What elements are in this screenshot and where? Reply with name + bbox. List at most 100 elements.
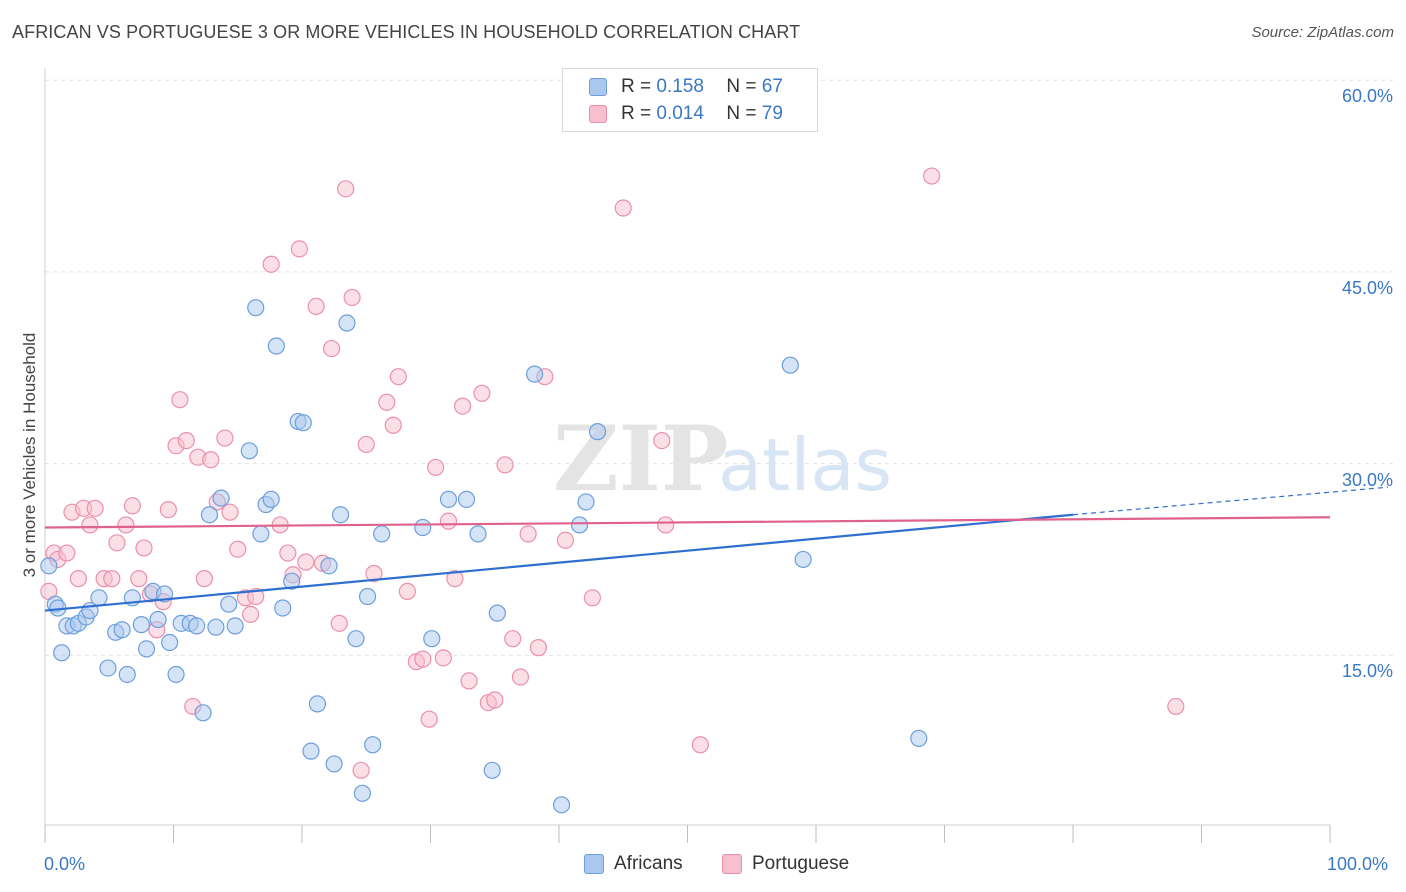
portuguese-point bbox=[337, 180, 355, 198]
africans-point bbox=[325, 755, 343, 773]
portuguese-point bbox=[108, 534, 126, 552]
portuguese-point bbox=[159, 501, 177, 519]
africans-point bbox=[794, 550, 812, 569]
africans-point bbox=[358, 587, 377, 606]
portuguese-point bbox=[691, 736, 709, 754]
portuguese-point bbox=[352, 761, 370, 779]
watermark-atlas: atlas bbox=[718, 423, 892, 507]
portuguese-point bbox=[1167, 697, 1185, 716]
africans-point bbox=[457, 490, 476, 508]
africans-point bbox=[137, 640, 156, 658]
portuguese-point bbox=[202, 451, 220, 469]
legend-row-portuguese: R = 0.014 N = 79 bbox=[589, 102, 783, 126]
watermark: ZIP atlas bbox=[553, 406, 892, 512]
africans-trend-line bbox=[44, 513, 1074, 612]
y-tick-label: 15.0% bbox=[1341, 661, 1393, 682]
africans-point bbox=[40, 557, 58, 575]
portuguese-point bbox=[446, 570, 464, 588]
y-tick-label: 60.0% bbox=[1341, 86, 1393, 107]
africans-point bbox=[588, 423, 607, 441]
x-tick-label-max: 100.0% bbox=[1327, 854, 1389, 874]
portuguese-point bbox=[504, 630, 522, 648]
africans-point bbox=[200, 506, 219, 524]
africans-point bbox=[294, 414, 312, 432]
africans-point bbox=[302, 742, 320, 760]
portuguese-point bbox=[454, 397, 472, 415]
watermark-zip: ZIP bbox=[553, 406, 728, 512]
portuguese-point bbox=[357, 435, 375, 454]
africans-point bbox=[267, 337, 285, 355]
portuguese-point bbox=[398, 582, 416, 601]
africans-point bbox=[90, 589, 108, 607]
portuguese-point bbox=[135, 539, 153, 557]
portuguese-point bbox=[130, 570, 148, 588]
portuguese-point bbox=[653, 431, 671, 450]
portuguese-point bbox=[496, 456, 514, 474]
portuguese-point bbox=[473, 384, 491, 402]
bottom-legend-label-africans: Africans bbox=[614, 853, 683, 874]
portuguese-point bbox=[69, 570, 88, 588]
portuguese-point bbox=[297, 553, 315, 571]
portuguese-point bbox=[330, 614, 348, 632]
portuguese-point bbox=[123, 497, 141, 515]
portuguese-point bbox=[434, 649, 452, 667]
portuguese-point bbox=[583, 589, 602, 607]
africans-point bbox=[364, 736, 382, 754]
portuguese-point bbox=[529, 639, 548, 657]
africans-point bbox=[320, 557, 338, 575]
legend-n-value: 67 bbox=[761, 76, 783, 97]
bottom-legend-swatch-portuguese bbox=[722, 854, 742, 874]
africans-point bbox=[188, 617, 206, 635]
legend-n-label: N = bbox=[726, 103, 757, 124]
africans-point bbox=[113, 621, 131, 639]
portuguese-point bbox=[439, 512, 458, 530]
portuguese-point bbox=[427, 458, 445, 477]
legend-r-label: R = bbox=[621, 76, 652, 97]
africans-point bbox=[347, 630, 365, 648]
portuguese-point bbox=[171, 391, 189, 409]
legend-r-value: 0.014 bbox=[656, 103, 704, 124]
portuguese-point bbox=[195, 570, 213, 588]
portuguese-point bbox=[177, 431, 195, 450]
portuguese-point bbox=[519, 525, 537, 543]
portuguese-point bbox=[262, 255, 280, 273]
africans-point bbox=[552, 796, 571, 814]
africans-point bbox=[212, 489, 230, 507]
legend-r-value: 0.158 bbox=[656, 76, 704, 97]
africans-point bbox=[161, 633, 179, 652]
africans-point bbox=[331, 506, 350, 524]
portuguese-point bbox=[103, 570, 121, 588]
africans-point bbox=[262, 490, 280, 508]
portuguese-point bbox=[556, 531, 575, 549]
y-tick-label: 30.0% bbox=[1341, 469, 1393, 490]
portuguese-point bbox=[923, 167, 941, 185]
source-label: Source: ZipAtlas.com bbox=[1251, 24, 1394, 41]
africans-point bbox=[252, 525, 270, 543]
africans-point bbox=[488, 604, 506, 622]
africans-point bbox=[118, 665, 136, 684]
portuguese-point bbox=[117, 516, 135, 534]
africans-point bbox=[220, 595, 238, 613]
portuguese-point bbox=[511, 668, 530, 686]
portuguese-point bbox=[242, 605, 260, 624]
africans-point bbox=[167, 665, 185, 684]
africans-point bbox=[483, 761, 501, 779]
africans-point bbox=[207, 618, 225, 636]
africans-point bbox=[99, 659, 117, 677]
portuguese-point bbox=[81, 516, 99, 534]
chart-title: AFRICAN VS PORTUGUESE 3 OR MORE VEHICLES… bbox=[12, 22, 801, 42]
legend: R = 0.158 N = 67 R = 0.014 N = 79 bbox=[562, 68, 818, 132]
portuguese-point bbox=[216, 429, 234, 447]
portuguese-point bbox=[221, 503, 239, 521]
africans-point bbox=[525, 365, 544, 383]
bottom-legend-portuguese: Portuguese bbox=[722, 851, 849, 877]
portuguese-point bbox=[247, 587, 265, 606]
africans-point bbox=[283, 572, 301, 590]
bottom-legend-africans: Africans bbox=[584, 851, 683, 877]
portuguese-point bbox=[614, 199, 632, 217]
legend-r-label: R = bbox=[621, 103, 652, 124]
africans-point bbox=[423, 630, 441, 648]
africans-point bbox=[469, 525, 487, 543]
portuguese-point bbox=[365, 564, 383, 583]
